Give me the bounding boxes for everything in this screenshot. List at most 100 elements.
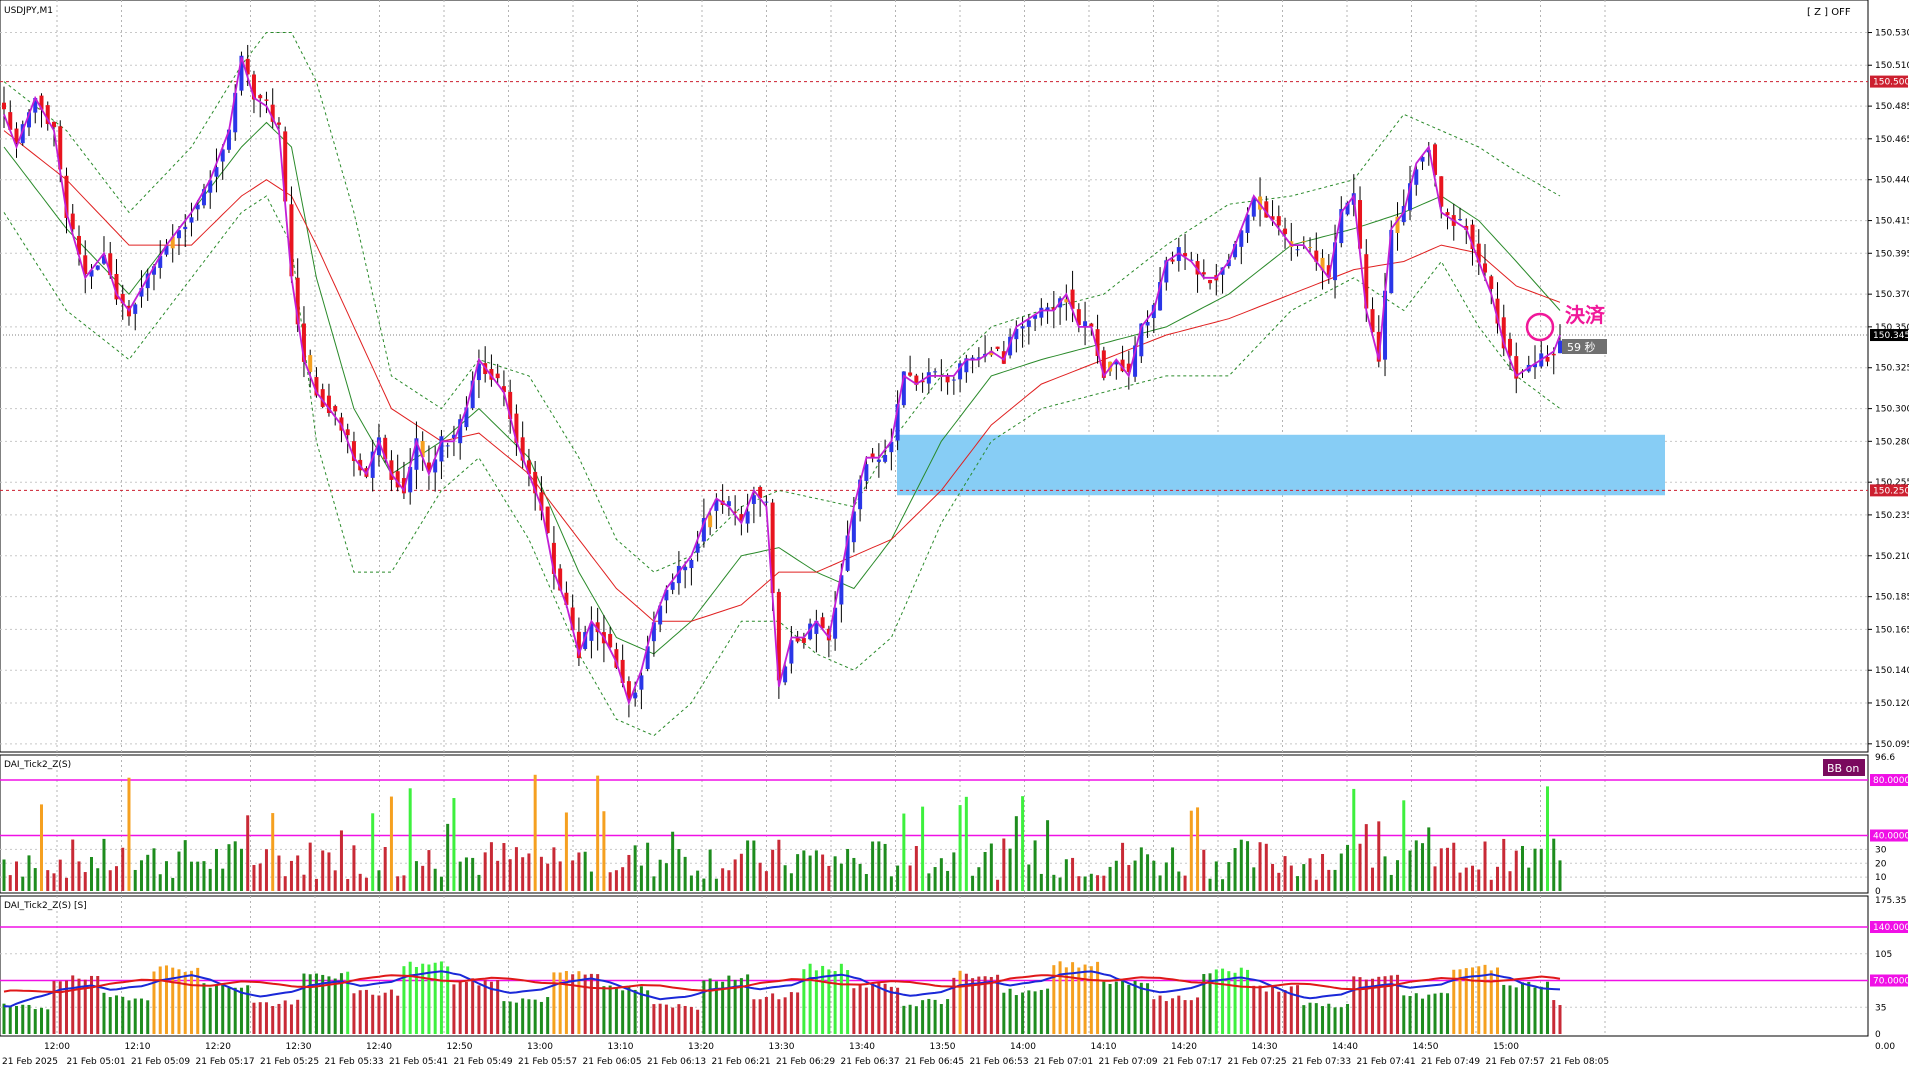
sub2-bar xyxy=(1396,974,1400,1034)
candle-body xyxy=(326,395,331,414)
sub2-bar xyxy=(433,962,437,1034)
sub1-bar xyxy=(208,868,212,891)
sub2-bar xyxy=(1108,983,1112,1034)
candle-body xyxy=(708,515,713,528)
sub1-bar xyxy=(971,875,975,891)
candle-body xyxy=(189,217,194,223)
middle-band xyxy=(3,121,1561,655)
bb-badge-box[interactable] xyxy=(1823,759,1865,776)
sub2-bar xyxy=(1139,982,1143,1034)
candle-body xyxy=(1401,206,1406,223)
sub1-bar xyxy=(1014,816,1018,891)
sub1-histogram xyxy=(0,774,1868,891)
sub2-bar xyxy=(1533,987,1537,1034)
sub1-bar xyxy=(421,865,425,891)
candle-body xyxy=(1133,345,1138,377)
sub1-bar xyxy=(808,855,812,891)
sub1-bar xyxy=(71,839,75,891)
countdown-label: 59 秒 xyxy=(1567,340,1596,354)
sub2-bar xyxy=(1289,986,1293,1034)
price-tick-label: 150.485 xyxy=(1875,102,1909,112)
sub2-bar xyxy=(364,989,368,1034)
candle-body xyxy=(1139,323,1144,357)
sub2-bar xyxy=(1221,968,1225,1034)
mode-label[interactable]: [ Z ] OFF xyxy=(1807,7,1851,18)
sub1-bar xyxy=(1433,866,1437,891)
sub1-bar xyxy=(496,860,500,891)
sub1-bar xyxy=(752,840,756,891)
sub1-bar xyxy=(446,823,450,891)
sub2-bar xyxy=(977,976,981,1034)
candle-body xyxy=(1314,250,1319,262)
sub2-bar xyxy=(377,995,381,1034)
time-label-top: 12:30 xyxy=(286,1042,312,1052)
sub2-bar xyxy=(814,970,818,1034)
sub2-bar xyxy=(1071,962,1075,1034)
sub1-bar xyxy=(702,878,706,891)
sub2-tick-label: 0.00 xyxy=(1875,1042,1895,1052)
time-label-bottom: 21 Feb 05:41 xyxy=(389,1057,448,1067)
countdown-box xyxy=(1562,339,1607,354)
sub2-bar xyxy=(1246,969,1250,1034)
sub1-bar xyxy=(2,859,6,891)
candle-body xyxy=(39,95,44,110)
price-tick-label: 150.210 xyxy=(1875,552,1909,562)
candle-body xyxy=(1389,229,1394,294)
candle-body xyxy=(489,368,494,380)
sub1-bar xyxy=(489,842,493,891)
sub1-bar xyxy=(1321,853,1325,891)
sub1-bar xyxy=(1039,873,1043,891)
candle-body xyxy=(620,659,625,684)
candle-body xyxy=(1383,290,1388,360)
sub1-bar xyxy=(571,860,575,891)
candle-body xyxy=(1333,242,1338,281)
bb-badge[interactable]: BB on xyxy=(1827,762,1859,775)
candle-body xyxy=(1533,363,1538,368)
sub2-bar xyxy=(646,990,650,1034)
sub1-bar xyxy=(389,796,393,891)
sub1-bar xyxy=(696,870,700,891)
sub2-bar xyxy=(608,985,612,1034)
sub1-bar xyxy=(958,805,962,891)
sub1-bar xyxy=(396,876,400,891)
sub1-bar xyxy=(589,871,593,891)
sub2-bar xyxy=(1377,976,1381,1034)
sub1-bar xyxy=(121,847,125,891)
time-label-bottom: 21 Feb 05:33 xyxy=(325,1057,384,1067)
sub1-bar xyxy=(1052,874,1056,891)
candle-body xyxy=(1408,183,1413,211)
sub1-bar xyxy=(127,777,131,891)
sub2-bar xyxy=(1446,993,1450,1034)
candle-body xyxy=(670,582,675,590)
sub1-bar xyxy=(1164,862,1168,891)
candle-body xyxy=(1076,309,1081,326)
sub1-bar xyxy=(608,872,612,891)
sub1-bar xyxy=(1371,867,1375,891)
time-label-top: 14:30 xyxy=(1252,1042,1278,1052)
candle-body xyxy=(1326,265,1331,278)
sub2-bar xyxy=(1258,985,1262,1034)
candle-body xyxy=(508,391,513,420)
sub2-bar xyxy=(1283,990,1287,1034)
candle-body xyxy=(8,112,13,130)
sub2-bar xyxy=(1483,964,1487,1034)
sub2-bar xyxy=(1421,998,1425,1034)
sub1-bar xyxy=(1339,853,1343,891)
time-label-bottom: 21 Feb 05:49 xyxy=(454,1057,513,1067)
sub1-bar xyxy=(508,859,512,891)
candle-body xyxy=(501,386,506,393)
sub1-bar xyxy=(914,846,918,891)
candle-body xyxy=(889,441,894,453)
candle-body xyxy=(1051,307,1056,310)
sub1-bar xyxy=(1139,847,1143,891)
time-label-bottom: 21 Feb 07:49 xyxy=(1421,1057,1480,1067)
sub2-bar xyxy=(1277,991,1281,1034)
candle-body xyxy=(120,293,125,304)
candle-body xyxy=(83,255,88,274)
sub2-bar xyxy=(96,976,100,1034)
sub2-bar xyxy=(558,972,562,1034)
sub2-bar xyxy=(408,961,412,1034)
sub1-bar xyxy=(483,852,487,891)
sub2-bar xyxy=(1458,969,1462,1034)
